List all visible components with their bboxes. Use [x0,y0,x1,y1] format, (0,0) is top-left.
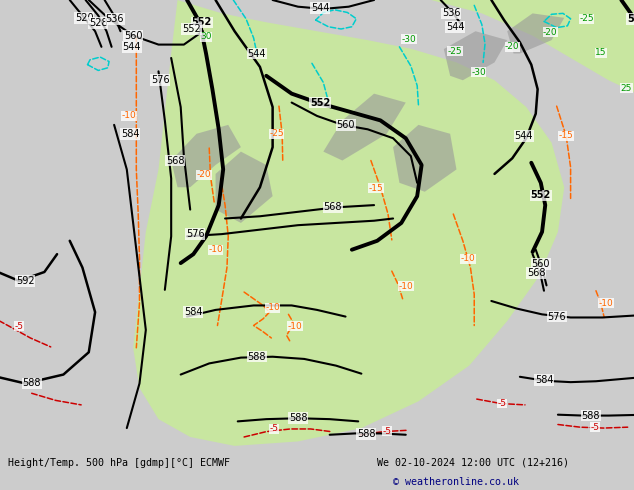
Text: -10: -10 [208,245,223,254]
Text: -20: -20 [505,42,520,51]
Text: 544: 544 [446,22,465,32]
Text: 15: 15 [595,48,607,57]
Text: -30: -30 [401,35,417,44]
Text: -10: -10 [460,254,476,263]
Polygon shape [507,13,564,53]
Text: 568: 568 [527,268,546,278]
Polygon shape [393,125,456,192]
Text: -10: -10 [398,282,413,291]
Text: -10: -10 [287,322,302,331]
Text: 588: 588 [581,411,600,420]
Text: © weatheronline.co.uk: © weatheronline.co.uk [393,477,519,487]
Text: 552: 552 [531,190,551,200]
Text: 588: 588 [22,378,41,389]
Text: 560: 560 [124,31,143,41]
Text: 536: 536 [442,8,461,19]
Text: 25: 25 [621,84,632,93]
Polygon shape [133,0,564,446]
Polygon shape [171,125,241,187]
Text: -15: -15 [559,131,574,141]
Text: 588: 588 [288,413,307,423]
Text: 592: 592 [16,276,35,286]
Text: -25: -25 [448,47,463,56]
Text: 552: 552 [191,17,212,27]
Text: 568: 568 [323,202,342,212]
Text: 588: 588 [247,352,266,362]
Text: 520: 520 [75,13,94,23]
Polygon shape [431,0,634,98]
Text: 568: 568 [165,155,184,166]
Text: 528: 528 [89,18,108,28]
Text: -20: -20 [543,27,558,37]
Text: 544: 544 [311,3,330,13]
Text: 552: 552 [310,98,330,108]
Text: 560: 560 [531,259,550,269]
Text: -10: -10 [265,303,280,312]
Text: 544: 544 [514,131,533,141]
Text: 552: 552 [627,14,634,24]
Text: -10: -10 [121,111,136,121]
Text: 576: 576 [547,312,566,321]
Text: 544: 544 [247,49,266,58]
Text: 576: 576 [186,229,205,239]
Text: 584: 584 [534,375,553,385]
Text: -5: -5 [498,399,507,408]
Text: -5: -5 [382,427,391,436]
Text: -5: -5 [15,322,23,331]
Text: 576: 576 [151,75,170,85]
Polygon shape [323,94,406,161]
Text: 536: 536 [105,14,124,24]
Text: -25: -25 [269,129,284,138]
Text: 552: 552 [182,24,201,34]
Text: 584: 584 [120,129,139,139]
Text: 584: 584 [184,307,203,317]
Polygon shape [216,151,273,223]
Text: 560: 560 [336,120,355,130]
Text: -15: -15 [368,184,384,193]
Text: -10: -10 [598,299,614,308]
Text: -20: -20 [197,171,212,179]
Text: -30: -30 [471,68,486,77]
Text: Height/Temp. 500 hPa [gdmp][°C] ECMWF: Height/Temp. 500 hPa [gdmp][°C] ECMWF [8,458,230,467]
Text: 544: 544 [122,42,141,52]
Text: 30: 30 [200,32,212,41]
Text: -5: -5 [269,424,278,434]
Text: -5: -5 [590,423,599,432]
Text: We 02-10-2024 12:00 UTC (12+216): We 02-10-2024 12:00 UTC (12+216) [377,458,569,467]
Text: 588: 588 [357,429,376,439]
Text: -25: -25 [579,14,594,23]
Polygon shape [444,31,507,80]
